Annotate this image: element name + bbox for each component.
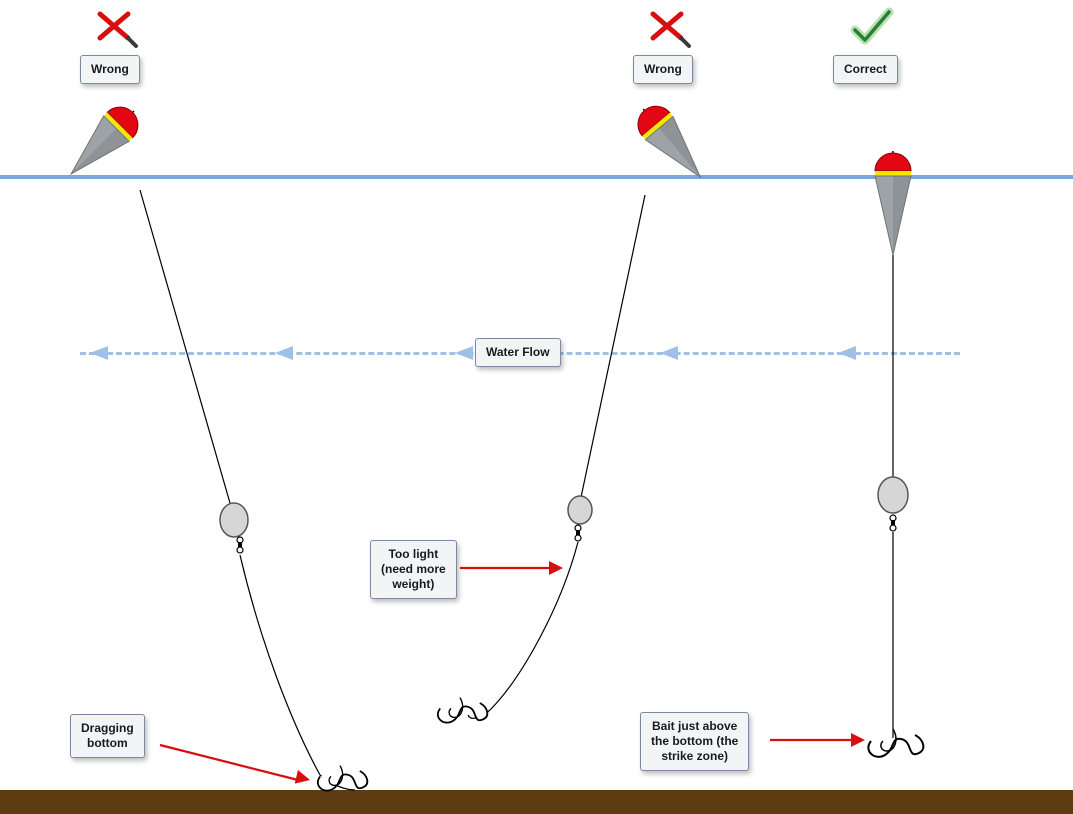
bait bbox=[868, 729, 923, 757]
callout-label: Too light (need more weight) bbox=[370, 540, 457, 599]
correct-label: Correct bbox=[833, 55, 898, 84]
callout-arrow bbox=[160, 745, 310, 784]
wrong-label: Wrong bbox=[633, 55, 693, 84]
rig-layer bbox=[0, 0, 1073, 814]
swivel bbox=[890, 515, 896, 531]
x-mark-icon bbox=[653, 14, 689, 46]
bait bbox=[438, 698, 487, 723]
callout-label: Dragging bottom bbox=[70, 714, 145, 758]
split-shot-weight bbox=[568, 496, 592, 524]
fishing-float bbox=[875, 151, 911, 255]
bait bbox=[318, 766, 367, 791]
swivel bbox=[237, 537, 243, 553]
callout-arrow bbox=[460, 561, 563, 575]
swivel bbox=[575, 525, 581, 541]
callout-arrow bbox=[770, 733, 865, 747]
fishing-line bbox=[140, 190, 234, 517]
check-mark-icon bbox=[855, 12, 889, 40]
callout-label: Bait just above the bottom (the strike z… bbox=[640, 712, 749, 771]
fishing-float bbox=[629, 97, 714, 188]
x-mark-icon bbox=[100, 14, 136, 46]
wrong-label: Wrong bbox=[80, 55, 140, 84]
leader-line bbox=[240, 555, 355, 790]
split-shot-weight bbox=[878, 477, 908, 513]
fishing-float bbox=[58, 98, 146, 186]
fishing-line bbox=[580, 195, 645, 502]
split-shot-weight bbox=[220, 503, 248, 537]
